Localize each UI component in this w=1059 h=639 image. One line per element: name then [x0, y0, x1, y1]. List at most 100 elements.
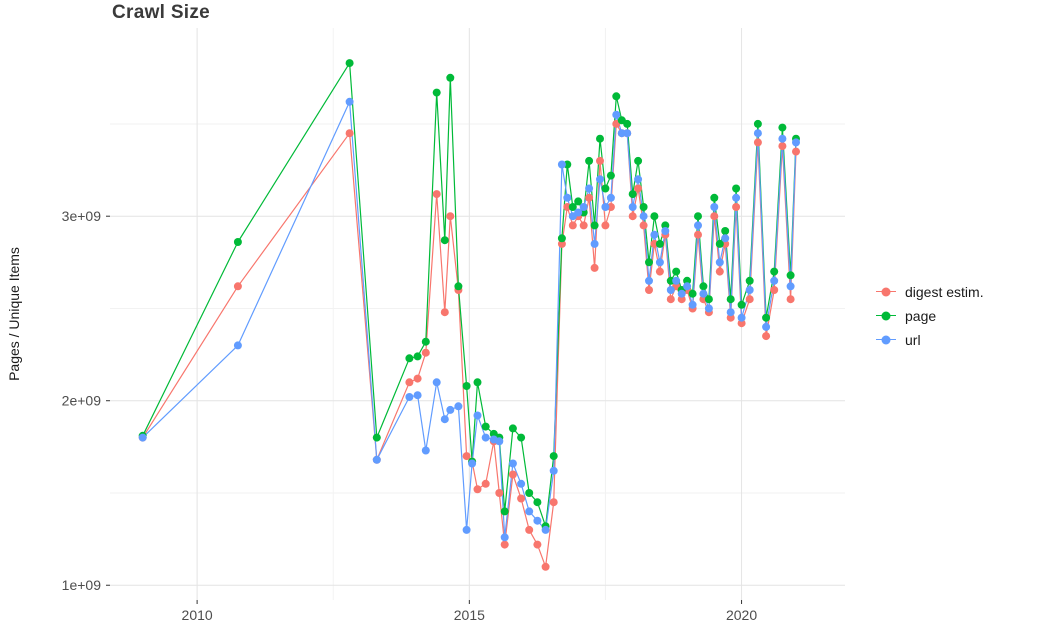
data-point [628, 203, 637, 211]
data-point [726, 295, 735, 304]
data-point [726, 308, 735, 317]
data-point [432, 88, 441, 97]
data-point [606, 193, 615, 202]
legend-item-page: page [876, 307, 984, 324]
data-point [495, 489, 504, 497]
data-point [650, 212, 659, 221]
legend-label-url: url [905, 331, 921, 348]
data-point [639, 203, 648, 211]
data-point [596, 134, 604, 143]
data-point [508, 424, 517, 433]
data-point [721, 227, 730, 235]
data-point [645, 276, 653, 285]
data-point [345, 97, 354, 106]
data-point [699, 295, 708, 304]
data-point [661, 221, 670, 230]
data-point [446, 212, 455, 221]
data-point [694, 212, 702, 221]
x-tick-label: 2010 [182, 607, 213, 623]
data-point [585, 156, 594, 165]
data-point [601, 203, 610, 211]
data-point [639, 212, 648, 221]
data-point [650, 239, 659, 248]
data-point [672, 276, 681, 285]
data-point [726, 313, 735, 322]
legend-label-page: page [905, 307, 937, 324]
data-point [715, 258, 724, 267]
data-point [639, 221, 648, 230]
data-point [672, 267, 681, 276]
x-tick-label: 2020 [726, 607, 757, 623]
data-point [666, 295, 675, 304]
data-point [405, 354, 414, 363]
data-point [596, 175, 604, 184]
data-point [677, 289, 686, 298]
data-point [517, 494, 526, 503]
data-point [495, 437, 504, 446]
data-point [786, 282, 795, 291]
digest-estim-point-icon [876, 283, 896, 300]
url-key-dot [881, 335, 891, 344]
data-point [710, 193, 719, 202]
data-point [688, 300, 697, 309]
data-point [715, 239, 724, 248]
data-point [233, 238, 242, 246]
data-point [666, 286, 675, 294]
data-point [596, 156, 604, 165]
y-axis-label: Pages / Unique Items [6, 247, 22, 381]
x-tick-label: 2015 [454, 607, 485, 623]
data-point [421, 348, 430, 357]
data-point [574, 197, 583, 206]
data-point [500, 533, 509, 542]
data-point [704, 304, 713, 313]
data-point [612, 110, 621, 119]
data-point [710, 212, 719, 221]
data-point [557, 234, 566, 243]
data-point [745, 276, 754, 285]
data-point [704, 295, 713, 304]
data-point [533, 498, 542, 507]
data-point [770, 267, 779, 276]
legend: digest estim. page url [876, 283, 984, 348]
data-point [655, 239, 664, 248]
data-point [563, 193, 572, 202]
data-point [541, 525, 550, 534]
data-point [138, 433, 147, 442]
data-point [634, 184, 643, 193]
data-point [770, 276, 779, 285]
data-point [628, 212, 637, 221]
data-point [778, 142, 787, 151]
data-point [694, 230, 702, 239]
data-point [549, 466, 558, 475]
data-point [579, 203, 588, 211]
data-point [525, 507, 534, 516]
data-point [446, 405, 455, 414]
y-tick-label: 2e+09 [62, 393, 102, 409]
data-point [440, 236, 449, 245]
data-point [421, 446, 430, 455]
data-point [233, 282, 242, 291]
data-point [778, 134, 787, 143]
data-point [421, 337, 430, 346]
data-point [481, 433, 490, 442]
data-point [440, 415, 449, 424]
data-point [468, 459, 477, 468]
data-point [405, 393, 414, 401]
data-point [568, 203, 577, 211]
data-point [563, 203, 572, 211]
data-point [792, 147, 800, 156]
data-point [606, 171, 615, 180]
data-point [454, 282, 463, 291]
legend-item-digest-estim: digest estim. [876, 283, 984, 300]
data-point [762, 322, 771, 331]
data-point [778, 123, 787, 132]
data-point [645, 258, 653, 267]
data-point [473, 411, 482, 420]
data-point [694, 221, 702, 230]
data-point [549, 498, 558, 507]
data-point [683, 282, 692, 291]
data-point [585, 184, 594, 193]
data-point [677, 295, 686, 304]
